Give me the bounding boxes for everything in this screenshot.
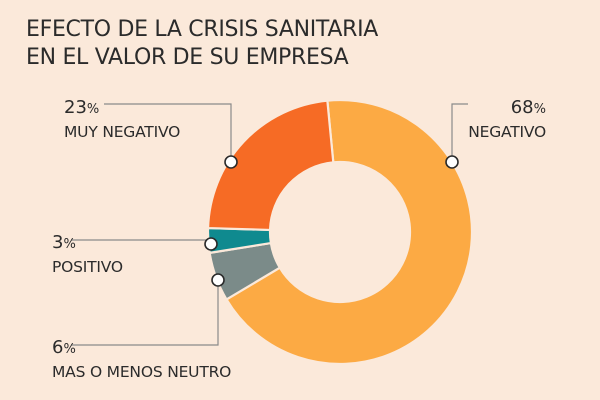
chart-title: EFECTO DE LA CRISIS SANITARIA EN EL VALO… (26, 17, 379, 70)
value-label-positivo: 3 (52, 232, 63, 253)
label-negativo: 68% NEGATIVO (468, 97, 546, 141)
marker-neutro (211, 273, 225, 287)
marker-muy-negativo (224, 155, 238, 169)
leader-positivo (71, 239, 212, 244)
value-label-muy-negativo: 23 (64, 97, 87, 118)
leader-markers (204, 155, 459, 287)
percent-sign-muy-negativo: % (87, 102, 99, 117)
label-positivo: 3% POSITIVO (52, 232, 123, 276)
category-label-neutro: MAS O MENOS NEUTRO (52, 363, 231, 381)
svg-text:3%: 3% (52, 232, 76, 253)
category-label-positivo: POSITIVO (52, 258, 123, 276)
donut-slices (206, 98, 474, 366)
label-muy-negativo: 23% MUY NEGATIVO (64, 97, 180, 141)
leader-neutro (71, 280, 219, 346)
category-label-muy-negativo: MUY NEGATIVO (64, 123, 180, 141)
leader-negativo (451, 103, 468, 162)
percent-sign-negativo: % (534, 102, 546, 117)
marker-positivo (204, 237, 218, 251)
value-label-negativo: 68 (511, 97, 534, 118)
marker-negativo (445, 155, 459, 169)
svg-text:6%: 6% (52, 337, 76, 358)
category-label-negativo: NEGATIVO (468, 123, 546, 141)
percent-sign-neutro: % (63, 342, 75, 357)
chart-title-line-2: EN EL VALOR DE SU EMPRESA (26, 45, 349, 70)
leader-muy-negativo (104, 103, 232, 162)
slice-muy-negativo (206, 99, 335, 232)
slice-negativo (225, 98, 474, 366)
chart-title-line-1: EFECTO DE LA CRISIS SANITARIA (26, 17, 378, 42)
svg-text:68%: 68% (511, 97, 546, 118)
percent-sign-positivo: % (63, 237, 75, 252)
value-label-neutro: 6 (52, 337, 63, 358)
label-neutro: 6% MAS O MENOS NEUTRO (52, 337, 231, 381)
svg-text:23%: 23% (64, 97, 99, 118)
